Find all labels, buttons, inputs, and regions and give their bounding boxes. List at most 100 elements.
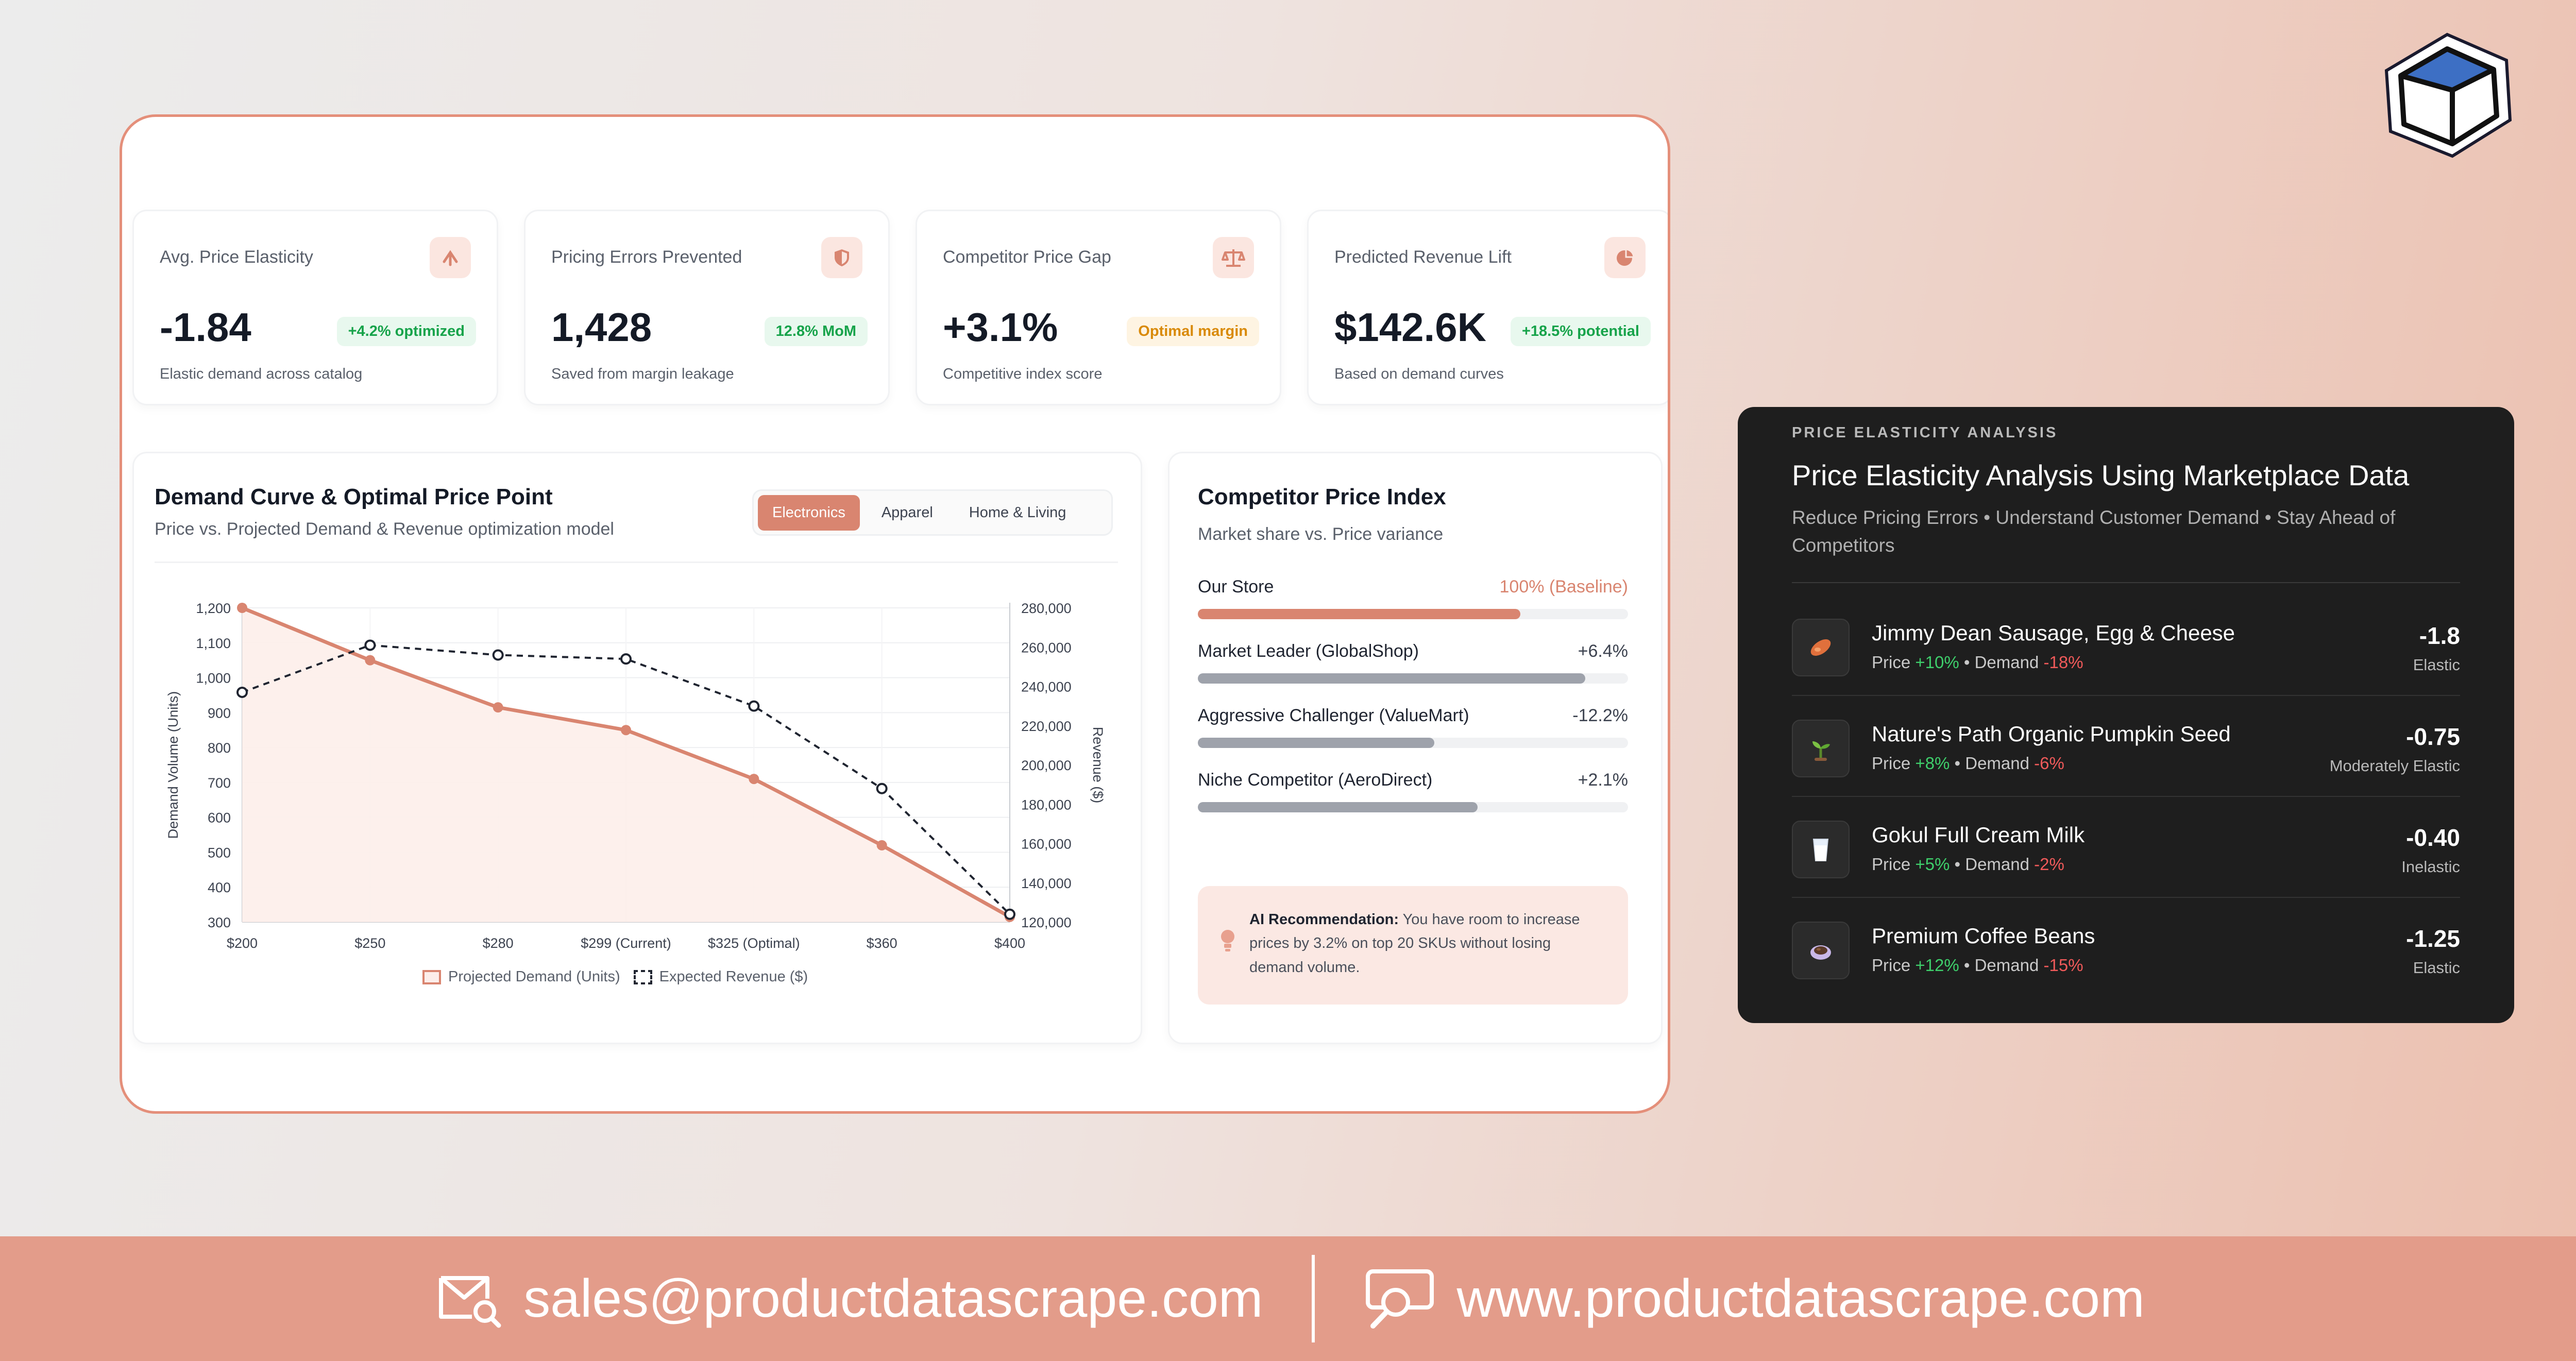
competitor-value: -12.2% (1572, 706, 1628, 725)
share-bar-fill (1198, 609, 1521, 619)
y-tick-label: 400 (208, 880, 231, 895)
y-tick-label: 700 (208, 775, 231, 791)
competitor-row: Our Store 100% (Baseline) (1198, 577, 1628, 619)
revenue-point (364, 639, 376, 651)
y2-tick-label: 120,000 (1021, 915, 1072, 930)
product-row[interactable]: Jimmy Dean Sausage, Egg & Cheese Price +… (1792, 595, 2460, 696)
scale-icon (1213, 237, 1254, 278)
product-name: Premium Coffee Beans (1872, 924, 2095, 948)
contact-footer: sales@productdatascrape.com www.productd… (0, 1236, 2576, 1361)
share-bar-fill (1198, 802, 1478, 812)
demand-point (749, 774, 759, 785)
product-name: Gokul Full Cream Milk (1872, 823, 2085, 847)
elasticity-score: -0.75 (2406, 723, 2460, 750)
x-tick-label: $325 (Optimal) (708, 935, 800, 951)
ai-text: You have room to increase prices by 3.2%… (1249, 911, 1580, 976)
panel-title: Price Elasticity Analysis Using Marketpl… (1792, 459, 2410, 491)
elasticity-label: Moderately Elastic (2329, 757, 2460, 775)
revenue-point (748, 700, 760, 712)
tab-home-living[interactable]: Home & Living (969, 504, 1066, 521)
competitor-row: Market Leader (GlobalShop) +6.4% (1198, 641, 1628, 684)
competitor-row: Aggressive Challenger (ValueMart) -12.2% (1198, 706, 1628, 748)
demand-area (242, 608, 1010, 922)
competitor-value: +2.1% (1578, 770, 1628, 790)
email-contact[interactable]: sales@productdatascrape.com (436, 1268, 1263, 1330)
kpi-badge: 12.8% MoM (764, 317, 868, 346)
y-tick-label: 500 (208, 845, 231, 860)
email-text: sales@productdatascrape.com (523, 1268, 1263, 1329)
web-search-icon (1366, 1269, 1434, 1329)
kpi-subtitle: Saved from margin leakage (551, 366, 734, 382)
y2-tick-label: 180,000 (1021, 797, 1072, 812)
revenue-point (236, 686, 248, 698)
tab-electronics[interactable]: Electronics (758, 495, 860, 531)
product-row[interactable]: Nature's Path Organic Pumpkin Seed Price… (1792, 696, 2460, 797)
mail-search-icon (439, 1276, 501, 1328)
sausage-icon (1792, 619, 1850, 676)
y-tick-label: 600 (208, 810, 231, 826)
elasticity-label: Elastic (2413, 656, 2460, 674)
competitor-name: Niche Competitor (AeroDirect) (1198, 770, 1433, 790)
card-title: Competitor Price Index (1198, 484, 1446, 509)
coffee-icon (1792, 922, 1850, 979)
kpi-card-elasticity: Avg. Price Elasticity -1.84 +4.2% optimi… (132, 210, 498, 405)
tab-apparel[interactable]: Apparel (881, 504, 933, 521)
kpi-card-competitor-gap: Competitor Price Gap +3.1% Optimal margi… (916, 210, 1281, 405)
product-name: Nature's Path Organic Pumpkin Seed (1872, 722, 2231, 746)
y2-axis-label: Revenue ($) (1090, 727, 1106, 804)
competitor-name: Our Store (1198, 577, 1274, 597)
seedling-icon (1792, 720, 1850, 777)
legend-swatch-revenue (633, 969, 652, 984)
product-row[interactable]: Premium Coffee Beans Price +12% • Demand… (1792, 898, 2460, 999)
elasticity-score: -1.25 (2406, 925, 2460, 952)
card-title: Demand Curve & Optimal Price Point (155, 484, 553, 509)
share-bar-track (1198, 609, 1628, 619)
y2-tick-label: 160,000 (1021, 837, 1072, 852)
revenue-point (876, 782, 888, 794)
y-tick-label: 300 (208, 915, 231, 930)
product-name: Jimmy Dean Sausage, Egg & Cheese (1872, 621, 2235, 645)
y-tick-label: 1,000 (196, 671, 231, 686)
kpi-card-errors: Pricing Errors Prevented 1,428 12.8% MoM… (524, 210, 890, 405)
product-row[interactable]: Gokul Full Cream Milk Price +5% • Demand… (1792, 797, 2460, 898)
product-meta: Price +10% • Demand -18% (1872, 653, 2083, 672)
x-tick-label: $250 (354, 935, 385, 951)
kpi-value: -1.84 (160, 304, 251, 350)
milk-glass-icon (1792, 821, 1850, 878)
elasticity-score: -0.40 (2406, 824, 2460, 851)
kpi-title: Predicted Revenue Lift (1334, 247, 1512, 267)
ai-recommendation: AI Recommendation: You have room to incr… (1198, 886, 1628, 1005)
y2-tick-label: 240,000 (1021, 679, 1072, 695)
kpi-badge: +4.2% optimized (336, 317, 476, 346)
share-bar-track (1198, 738, 1628, 748)
share-bar-track (1198, 673, 1628, 684)
pie-chart-icon (1604, 237, 1646, 278)
demand-point (237, 603, 247, 613)
y-tick-label: 1,100 (196, 636, 231, 651)
competitor-value: +6.4% (1578, 641, 1628, 661)
kpi-value: $142.6K (1334, 304, 1486, 350)
y2-tick-label: 260,000 (1021, 640, 1072, 655)
legend-label-demand: Projected Demand (Units) (448, 968, 620, 985)
y-axis-label: Demand Volume (Units) (165, 691, 181, 839)
website-contact[interactable]: www.productdatascrape.com (1364, 1265, 2145, 1332)
product-meta: Price +5% • Demand -2% (1872, 855, 2064, 874)
kpi-value: +3.1% (943, 304, 1058, 350)
competitor-index-card: Competitor Price Index Market share vs. … (1168, 452, 1663, 1044)
x-tick-label: $400 (994, 935, 1025, 951)
x-tick-label: $280 (483, 935, 514, 951)
x-tick-label: $200 (227, 935, 258, 951)
revenue-point (492, 649, 504, 661)
kpi-card-revenue-lift: Predicted Revenue Lift $142.6K +18.5% po… (1307, 210, 1668, 405)
y-tick-label: 800 (208, 740, 231, 756)
share-bar-track (1198, 802, 1628, 812)
demand-chart: 300 400 500 600 700 800 900 1,000 1,100 1,200 120,… (165, 601, 1106, 951)
dashboard-frame: Avg. Price Elasticity -1.84 +4.2% optimi… (120, 114, 1670, 1114)
divider (155, 562, 1118, 563)
revenue-point (620, 653, 632, 665)
website-text: www.productdatascrape.com (1456, 1268, 2145, 1329)
y-tick-label: 1,200 (196, 601, 231, 616)
y-tick-label: 900 (208, 705, 231, 721)
y2-tick-label: 200,000 (1021, 758, 1072, 773)
competitor-row: Niche Competitor (AeroDirect) +2.1% (1198, 770, 1628, 812)
